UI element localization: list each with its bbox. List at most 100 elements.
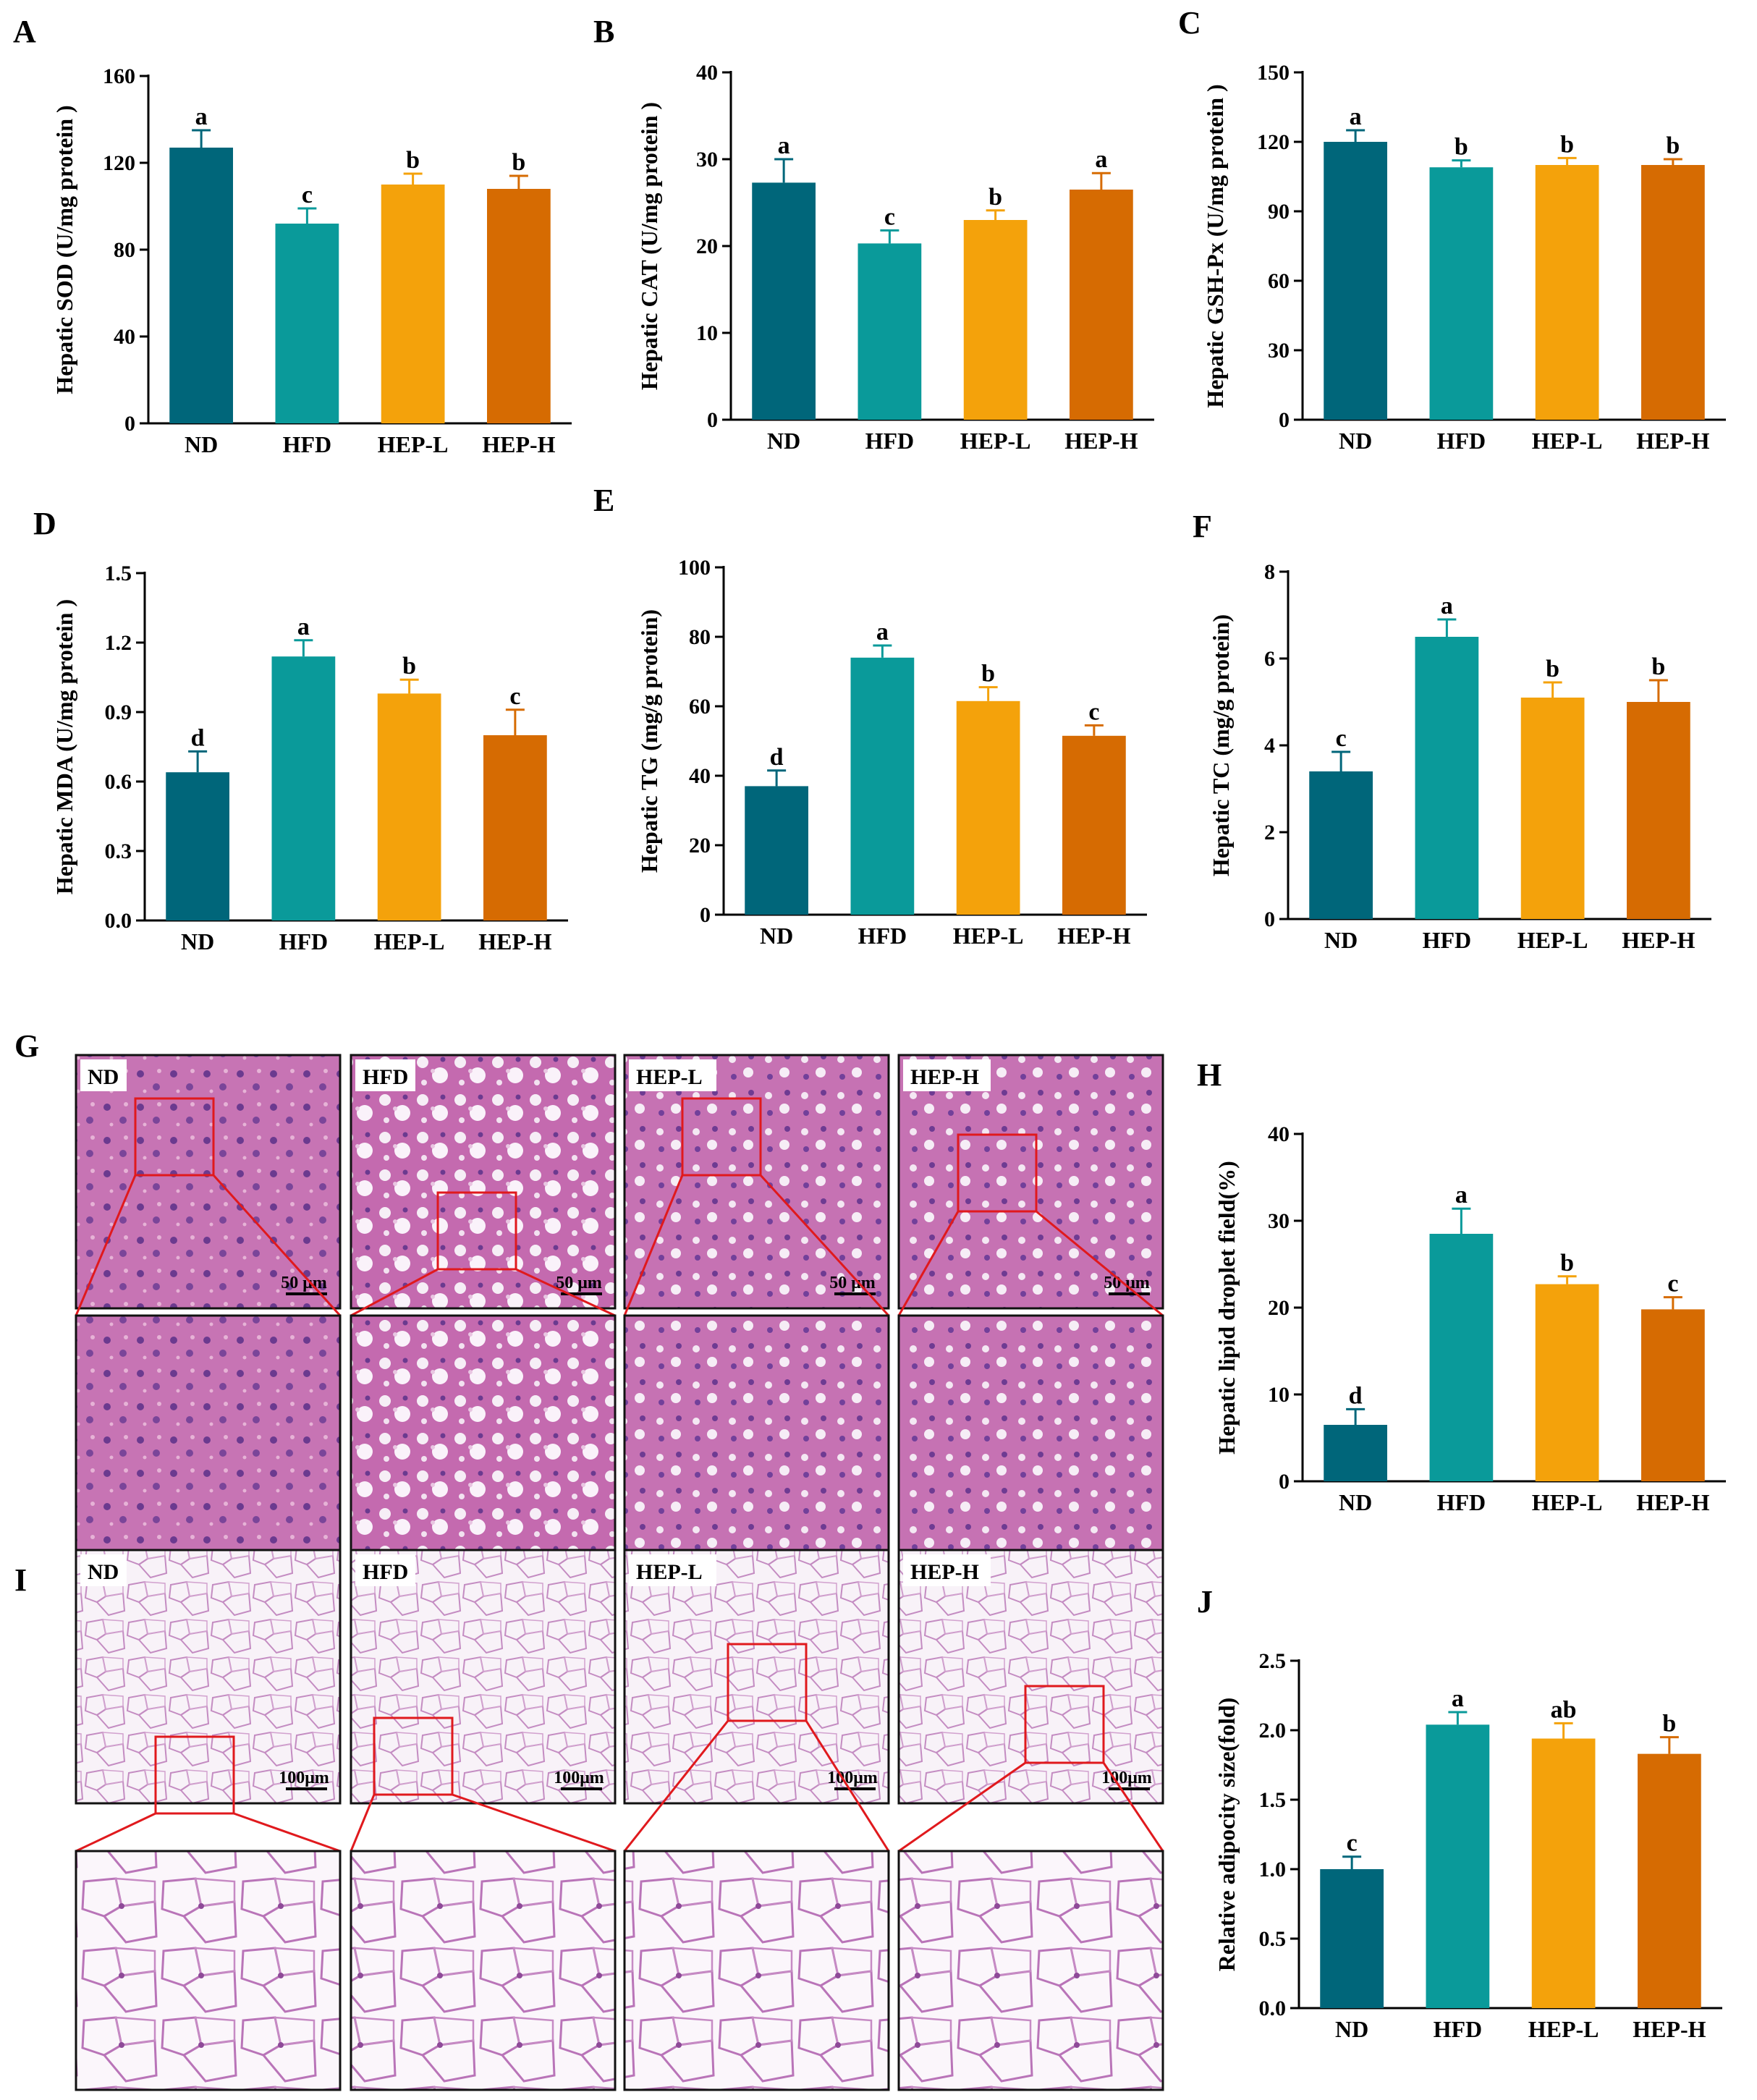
y-axis-label-f: Hepatic TC (mg/g protein)	[1208, 614, 1234, 876]
micrograph-hep-l	[623, 1549, 890, 1805]
zoom-connector	[1102, 1762, 1164, 1852]
image-label-bg	[903, 1059, 991, 1091]
bar-hfd	[1415, 637, 1479, 919]
y-tick-label: 2.0	[1259, 1719, 1287, 1743]
y-tick-label: 0.0	[105, 909, 132, 933]
image-label-bg	[629, 1554, 716, 1586]
chart-d: 0.0 0.3 0.6 0.9 1.2 1.5 Hepatic MDA (U/mg prot…	[51, 562, 568, 954]
scale-bar-label: 100μm	[279, 1769, 329, 1787]
y-tick-label: 10	[696, 321, 718, 345]
significance-letter: a	[1350, 103, 1362, 130]
x-tick-label: ND	[1335, 2016, 1368, 2042]
image-label: HEP-H	[910, 1560, 979, 1584]
zoom-region-box	[957, 1133, 1038, 1213]
x-tick-label: HFD	[1437, 1489, 1486, 1515]
image-label-bg	[355, 1059, 415, 1091]
bar-hep-h	[1641, 1309, 1705, 1481]
scale-bar-label: 50 μm	[556, 1274, 602, 1292]
bar-hep-l	[381, 185, 445, 423]
zoomed-micrograph-nd	[75, 1850, 342, 2091]
chart-f: 0 2 4 6 8 Hepatic TC (mg/g protein) c ND a HFD b HE…	[1208, 560, 1711, 953]
bar-nd	[1324, 1425, 1387, 1481]
chart-b: 0 10 20 30 40 Hepatic CAT (U/mg protein ) a ND c…	[636, 61, 1154, 454]
x-tick-label: HFD	[279, 928, 329, 954]
image-label: HFD	[363, 1065, 408, 1089]
significance-letter: c	[1347, 1830, 1358, 1857]
significance-letter: b	[512, 149, 525, 176]
y-tick-label: 0	[124, 412, 135, 436]
bar-nd	[1320, 1869, 1384, 2008]
x-tick-label: ND	[760, 923, 793, 949]
y-tick-label: 80	[114, 238, 135, 262]
zoom-connector	[452, 1793, 616, 1853]
bar-hfd	[858, 243, 922, 420]
panel-letter-f: F	[1193, 509, 1212, 544]
y-tick-label: 1.5	[1259, 1788, 1287, 1812]
y-tick-label: 90	[1268, 200, 1290, 224]
y-tick-label: 20	[1268, 1296, 1290, 1320]
y-tick-label: 6	[1264, 647, 1275, 671]
zoom-connector	[759, 1174, 890, 1317]
bar-nd	[169, 148, 233, 423]
x-tick-label: HEP-L	[960, 428, 1031, 454]
scale-bar-label: 100μm	[554, 1769, 604, 1787]
significance-letter: a	[1455, 1182, 1468, 1208]
y-tick-label: 30	[696, 148, 718, 172]
bar-hep-l	[1531, 1738, 1596, 2008]
significance-letter: a	[876, 619, 889, 645]
zoomed-micrograph-hep-l	[623, 1314, 890, 1563]
y-tick-label: 150	[1257, 61, 1290, 85]
image-label-bg	[629, 1059, 716, 1091]
significance-letter: a	[1452, 1685, 1464, 1712]
bar-hep-h	[487, 189, 551, 423]
bar-hep-h	[1070, 190, 1133, 420]
bar-hep-h	[1627, 702, 1690, 919]
y-tick-label: 1.0	[1259, 1858, 1287, 1881]
y-tick-label: 0	[1279, 408, 1290, 432]
image-label-bg	[903, 1554, 991, 1586]
y-tick-label: 80	[689, 625, 711, 649]
significance-letter: b	[402, 653, 416, 679]
x-tick-label: HFD	[1434, 2016, 1483, 2042]
zoom-connector	[623, 1174, 684, 1316]
x-tick-label: HEP-H	[1636, 428, 1709, 454]
significance-letter: b	[1560, 1250, 1574, 1276]
y-tick-label: 0	[1279, 1470, 1290, 1494]
x-tick-label: HFD	[858, 923, 907, 949]
bar-hep-l	[377, 693, 441, 920]
significance-letter: a	[195, 103, 208, 130]
y-tick-label: 0.6	[105, 770, 132, 794]
significance-letter: c	[1336, 725, 1347, 752]
zoom-region-box	[681, 1097, 762, 1177]
y-tick-label: 0	[1264, 907, 1275, 931]
x-tick-label: HEP-L	[1517, 927, 1588, 953]
x-tick-label: HEP-H	[482, 431, 555, 457]
y-tick-label: 0.9	[105, 700, 132, 724]
x-tick-label: ND	[1324, 927, 1358, 953]
x-tick-label: HFD	[1437, 428, 1486, 454]
image-label: HEP-L	[636, 1065, 703, 1089]
y-tick-label: 60	[689, 695, 711, 719]
y-axis-label-j: Relative adipocity size(fold)	[1214, 1698, 1240, 1972]
significance-letter: c	[1088, 698, 1099, 725]
bar-hep-h	[1638, 1753, 1701, 2008]
x-tick-label: HEP-L	[1532, 1489, 1603, 1515]
y-tick-label: 40	[114, 325, 135, 349]
significance-letter: b	[1662, 1711, 1676, 1737]
bar-hfd	[1429, 1234, 1494, 1481]
bar-hep-h	[1641, 165, 1705, 420]
bar-hfd	[850, 657, 915, 915]
y-tick-label: 2	[1264, 821, 1275, 844]
scale-bar-label: 50 μm	[1104, 1274, 1150, 1292]
panel-letter-j: J	[1197, 1584, 1213, 1620]
zoomed-micrograph-hep-h	[897, 1314, 1164, 1563]
y-tick-label: 30	[1268, 339, 1290, 363]
x-tick-label: HEP-H	[1622, 927, 1695, 953]
panel-letter-i: I	[14, 1562, 27, 1598]
y-tick-label: 2.5	[1259, 1649, 1287, 1673]
zoomed-micrograph-nd	[75, 1314, 342, 1563]
micrograph-hfd	[350, 1054, 617, 1310]
zoom-region-box	[727, 1643, 808, 1722]
